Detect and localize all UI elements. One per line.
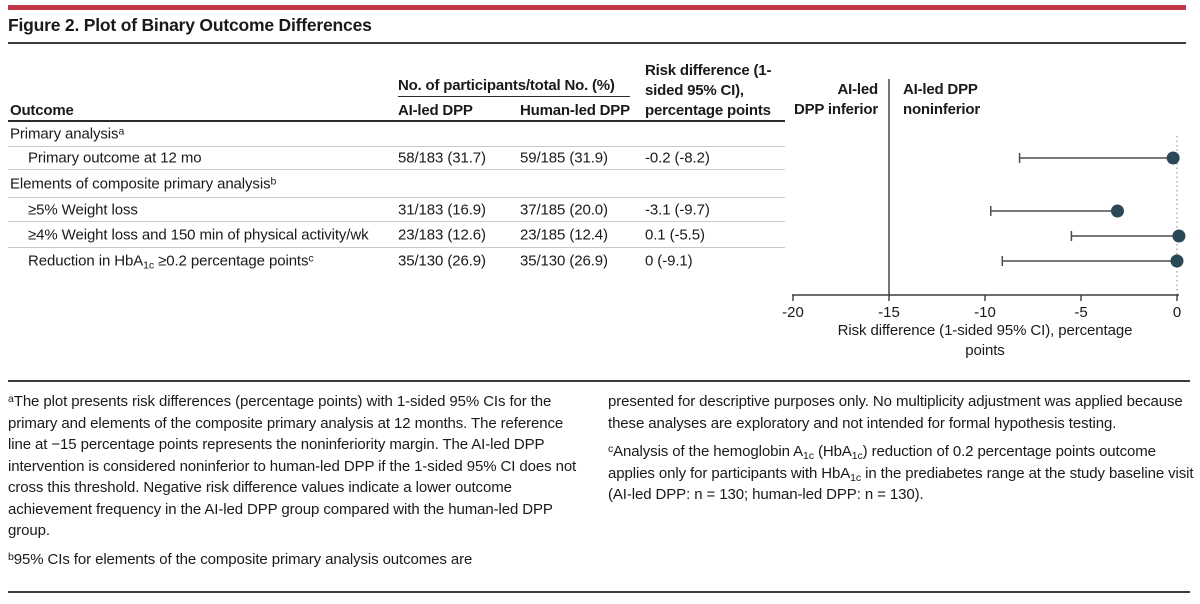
human-led-dpp-value: 35/130 (26.9) <box>520 252 608 269</box>
footnote-paragraph: cAnalysis of the hemoglobin A1c (HbA1c) … <box>608 443 1194 503</box>
point-estimate-dot <box>1166 151 1180 165</box>
outcomes-table: Primary analysisa Primary outcome at 12 m… <box>8 122 785 273</box>
human-led-dpp-value: 37/185 (20.0) <box>520 201 608 218</box>
risk-difference-value: -0.2 (-8.2) <box>645 149 710 167</box>
column-header-ai-led-dpp: AI-led DPP <box>398 102 473 119</box>
table-section-row: Primary analysisa <box>8 122 785 147</box>
outcome-label: Primary outcome at 12 mo <box>28 149 202 167</box>
x-axis-tick-label: -20 <box>782 304 804 321</box>
accent-top-bar <box>8 5 1186 10</box>
title-divider <box>8 42 1186 44</box>
footnote-paragraph: presented for descriptive purposes only.… <box>608 393 1183 432</box>
ai-led-dpp-value: 58/183 (31.7) <box>398 149 486 167</box>
risk-difference-value: 0 (-9.1) <box>645 252 693 269</box>
column-header-risk-difference: Risk difference (1-sided 95% CI), percen… <box>645 62 772 119</box>
point-estimate-dot <box>1170 254 1184 268</box>
plot-region-label-noninferior-line2: noninferior <box>903 101 980 118</box>
table-row: ≥4% Weight loss and 150 min of physical … <box>8 222 785 248</box>
table-row: Primary outcome at 12 mo 58/183 (31.7) 59/… <box>8 147 785 170</box>
footnote-divider <box>8 380 1190 382</box>
column-group-header-participants: No. of participants/total No. (%) <box>398 77 615 94</box>
outcome-label: Primary analysisa <box>10 125 125 143</box>
footnote-marker: c <box>608 443 614 455</box>
point-estimate-dot <box>1172 229 1186 243</box>
table-row: Reduction in HbA1c ≥0.2 percentage point… <box>8 248 785 273</box>
footnote-paragraph: aThe plot presents risk differences (per… <box>8 393 577 539</box>
point-estimate-dot <box>1110 204 1124 218</box>
risk-difference-value: -3.1 (-9.7) <box>645 201 710 218</box>
risk-difference-value: 0.1 (-5.5) <box>645 226 705 243</box>
x-axis-tick-label: -15 <box>878 304 900 321</box>
ai-led-dpp-value: 31/183 (16.9) <box>398 201 486 218</box>
outcome-label: ≥5% Weight loss <box>28 201 138 218</box>
x-axis-tick-label: -10 <box>974 304 996 321</box>
table-row: ≥5% Weight loss 31/183 (16.9) 37/185 (20.0… <box>8 198 785 222</box>
human-led-dpp-value: 59/185 (31.9) <box>520 149 608 167</box>
ai-led-dpp-value: 35/130 (26.9) <box>398 252 486 269</box>
figure-title: Figure 2. Plot of Binary Outcome Differe… <box>8 15 372 35</box>
footnote-marker: a <box>8 393 14 405</box>
plot-region-label-noninferior-line1: AI-led DPP <box>903 81 978 98</box>
x-axis-title: Risk difference (1-sided 95% CI), percen… <box>837 322 1133 359</box>
ai-led-dpp-value: 23/183 (12.6) <box>398 226 486 243</box>
outcome-label: ≥4% Weight loss and 150 min of physical … <box>28 226 369 243</box>
plot-region-label-inferior: AI-led DPP inferior <box>778 80 878 120</box>
plot-region-label-inferior-line1: AI-led <box>837 81 879 98</box>
footnote-marker: b <box>8 550 14 563</box>
bottom-divider <box>8 591 1190 593</box>
plot-region-label-inferior-line2: DPP inferior <box>793 101 878 118</box>
column-header-human-led-dpp: Human-led DPP <box>520 102 630 119</box>
human-led-dpp-value: 23/185 (12.4) <box>520 226 608 243</box>
header-divider <box>8 120 785 122</box>
x-axis-tick-label: -5 <box>1074 304 1087 321</box>
plot-region-label-noninferior: AI-led DPP noninferior <box>903 80 1013 120</box>
column-header-outcome: Outcome <box>10 102 74 119</box>
footnotes-right-column: presented for descriptive purposes only.… <box>608 391 1194 513</box>
outcome-label: Elements of composite primary analysisb <box>10 175 277 192</box>
outcome-label: Reduction in HbA1c ≥0.2 percentage point… <box>28 252 314 271</box>
footnotes-left-column: aThe plot presents risk differences (per… <box>8 391 580 577</box>
table-section-row: Elements of composite primary analysisb <box>8 170 785 198</box>
group-header-underline <box>398 96 630 97</box>
x-axis-tick-label: 0 <box>1173 304 1181 321</box>
footnote-paragraph: b95% CIs for elements of the composite p… <box>8 550 473 568</box>
